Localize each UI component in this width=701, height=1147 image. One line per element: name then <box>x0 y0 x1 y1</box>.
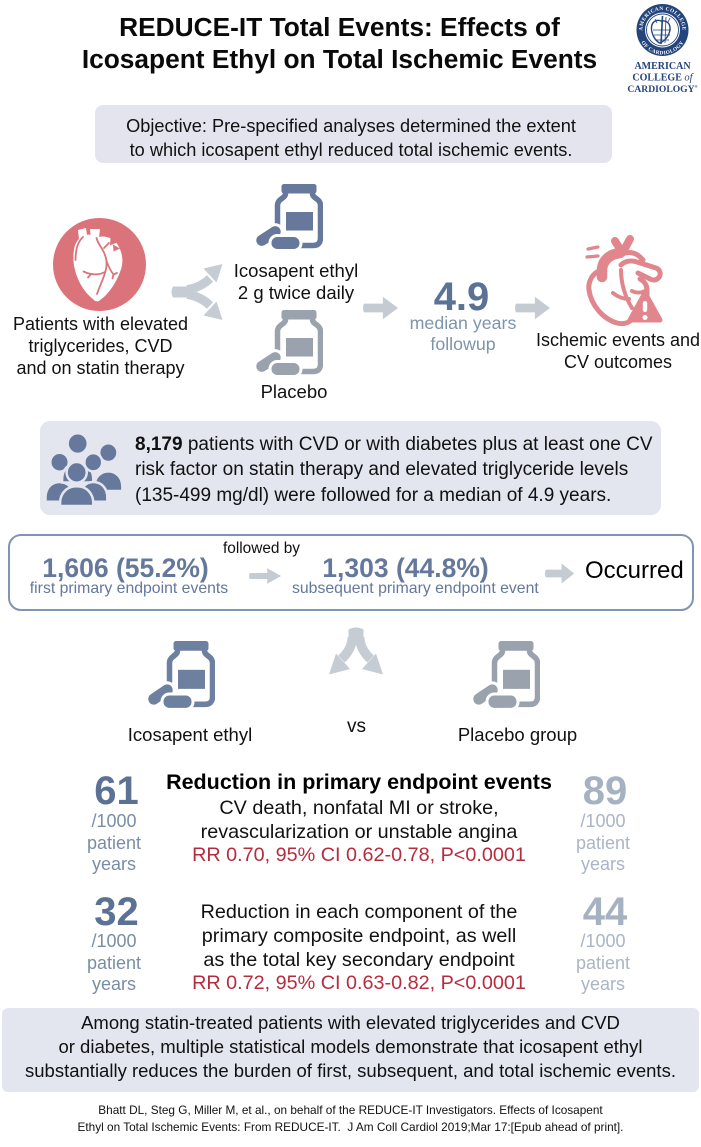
svg-text:CARDIOLOGY®: CARDIOLOGY® <box>627 84 697 95</box>
svg-text:AMERICAN: AMERICAN <box>634 61 691 72</box>
svg-text:COLLEGE of: COLLEGE of <box>632 73 694 84</box>
